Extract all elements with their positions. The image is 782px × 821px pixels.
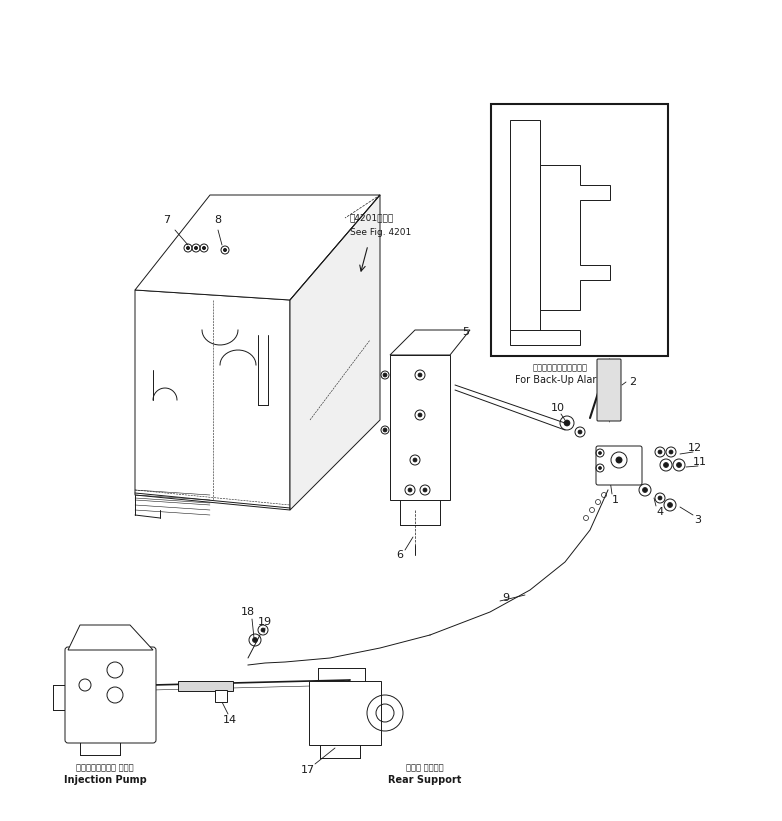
Text: 3: 3 xyxy=(694,515,701,525)
Circle shape xyxy=(668,502,673,507)
Text: 12: 12 xyxy=(688,443,702,453)
Polygon shape xyxy=(510,330,580,345)
FancyBboxPatch shape xyxy=(597,359,621,421)
Text: 17: 17 xyxy=(301,765,315,775)
Text: インジェクション ポンプ: インジェクション ポンプ xyxy=(76,764,134,773)
Text: 16: 16 xyxy=(71,643,85,653)
Circle shape xyxy=(669,450,673,454)
Circle shape xyxy=(383,373,387,377)
Circle shape xyxy=(564,420,570,426)
Circle shape xyxy=(413,458,417,462)
Text: 8: 8 xyxy=(214,215,221,225)
Polygon shape xyxy=(540,165,610,310)
Circle shape xyxy=(568,178,572,182)
Circle shape xyxy=(195,246,198,250)
Circle shape xyxy=(598,452,601,455)
Circle shape xyxy=(186,246,189,250)
Circle shape xyxy=(408,488,412,492)
Text: 4: 4 xyxy=(656,507,664,517)
Text: 9: 9 xyxy=(503,593,510,603)
FancyBboxPatch shape xyxy=(215,690,227,702)
Text: 11: 11 xyxy=(693,457,707,467)
Text: Injection Pump: Injection Pump xyxy=(63,775,146,785)
FancyBboxPatch shape xyxy=(596,446,642,485)
Circle shape xyxy=(643,488,647,493)
Text: 19: 19 xyxy=(258,617,272,627)
Text: バックアップアラーム用: バックアップアラーム用 xyxy=(533,364,587,373)
Polygon shape xyxy=(390,355,450,500)
Text: 13: 13 xyxy=(131,643,145,653)
Polygon shape xyxy=(68,625,153,650)
Circle shape xyxy=(224,249,227,251)
Circle shape xyxy=(253,637,257,643)
Text: Rear Support: Rear Support xyxy=(389,775,461,785)
Circle shape xyxy=(418,373,422,377)
Text: 14: 14 xyxy=(223,715,237,725)
Circle shape xyxy=(520,318,524,322)
Circle shape xyxy=(568,228,572,232)
Text: 1: 1 xyxy=(612,495,619,505)
Text: For Back-Up Alarm: For Back-Up Alarm xyxy=(515,375,605,385)
Polygon shape xyxy=(390,330,470,355)
Polygon shape xyxy=(290,195,380,510)
Text: 6: 6 xyxy=(396,550,404,560)
Circle shape xyxy=(520,168,524,172)
FancyBboxPatch shape xyxy=(178,681,233,691)
Circle shape xyxy=(676,462,681,467)
Circle shape xyxy=(616,457,622,463)
Circle shape xyxy=(568,273,572,277)
Text: 18: 18 xyxy=(241,607,255,617)
Circle shape xyxy=(418,413,422,417)
Polygon shape xyxy=(135,195,380,300)
Circle shape xyxy=(663,462,669,467)
Circle shape xyxy=(578,430,582,434)
Circle shape xyxy=(383,428,387,432)
Circle shape xyxy=(520,218,524,222)
Circle shape xyxy=(203,246,206,250)
FancyBboxPatch shape xyxy=(309,681,381,745)
Polygon shape xyxy=(135,290,290,510)
Polygon shape xyxy=(510,120,540,340)
FancyBboxPatch shape xyxy=(491,104,668,356)
Circle shape xyxy=(423,488,427,492)
Circle shape xyxy=(598,466,601,470)
Circle shape xyxy=(261,628,265,632)
Circle shape xyxy=(658,450,662,454)
Text: リヤー サポート: リヤー サポート xyxy=(406,764,444,773)
Text: 7: 7 xyxy=(163,215,170,225)
Text: 20: 20 xyxy=(611,113,625,123)
Circle shape xyxy=(520,268,524,272)
Circle shape xyxy=(520,128,524,132)
FancyBboxPatch shape xyxy=(65,647,156,743)
Text: 第4201図参照: 第4201図参照 xyxy=(350,213,394,222)
Text: 2: 2 xyxy=(630,377,637,387)
Circle shape xyxy=(658,496,662,500)
Text: 5: 5 xyxy=(462,327,469,337)
Text: 10: 10 xyxy=(551,403,565,413)
Text: 15: 15 xyxy=(103,643,117,653)
Text: See Fig. 4201: See Fig. 4201 xyxy=(350,227,411,236)
